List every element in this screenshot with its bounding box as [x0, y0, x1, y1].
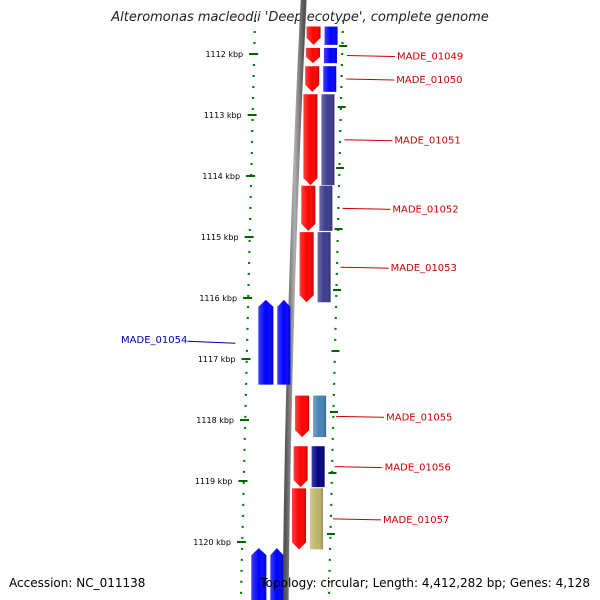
guide-right: [327, 19, 345, 596]
label-leader: [346, 55, 395, 58]
tick-label: 1120 kbp: [193, 538, 231, 547]
gene-labels: MADE_01049 MADE_01050 MADE_01051 MADE_01052…: [121, 52, 463, 526]
cog-box-shade: [317, 232, 331, 303]
kbp-scale: 1112 kbp 1113 kbp 1114 kbp 1115 kbp 1116 kbp…: [193, 45, 348, 547]
cog-box-shade: [323, 47, 337, 64]
gene-MADE_01055[interactable]: [295, 395, 327, 438]
label-leader: [334, 466, 383, 469]
accession-text: Accession: NC_011138: [9, 576, 146, 590]
gene-label[interactable]: MADE_01055: [386, 412, 452, 423]
cog-box-shade: [321, 94, 335, 186]
gene-arrow-shade: [299, 232, 314, 303]
tick-label: 1118 kbp: [196, 416, 234, 425]
tick-label: 1114 kbp: [202, 172, 240, 181]
cog-box-shade: [310, 488, 324, 550]
cog-box-shade: [323, 66, 337, 92]
gene-arrow-shade: [295, 395, 310, 438]
gene-MADE_01051[interactable]: [303, 94, 335, 186]
gene-arrow-shade: [301, 185, 316, 231]
gene-MADE_01049[interactable]: [305, 47, 337, 64]
dotted-guides: [239, 19, 345, 596]
gene-arrow-shade: [293, 446, 308, 488]
tick-label: 1113 kbp: [204, 111, 242, 120]
gene-MADE_01057[interactable]: [292, 488, 324, 550]
gene-label[interactable]: MADE_01054: [121, 335, 187, 346]
tick-label: 1116 kbp: [199, 294, 237, 303]
label-leader: [342, 207, 391, 210]
gene-arrow-shade: [303, 94, 318, 186]
cog-box-shade: [313, 395, 327, 438]
gene-arrow-shade: [305, 47, 320, 64]
gene-label[interactable]: MADE_01051: [394, 136, 460, 147]
tick-label: 1112 kbp: [205, 50, 243, 59]
gene-label[interactable]: MADE_01052: [392, 204, 458, 215]
label-leader: [340, 266, 389, 269]
label-leader: [336, 415, 385, 418]
gene-MADE_01056[interactable]: [293, 446, 325, 488]
label-leader: [346, 78, 395, 81]
gene-arrow-shade: [270, 548, 284, 600]
gene-label[interactable]: MADE_01049: [397, 52, 463, 63]
gene-arrow-shade: [277, 299, 291, 385]
gene-label[interactable]: MADE_01057: [383, 515, 449, 526]
cog-box-shade: [324, 26, 338, 45]
gene-arrow-shade: [292, 488, 307, 550]
topology-text: Topology: circular; Length: 4,412,282 bp…: [260, 576, 590, 590]
gene-label[interactable]: MADE_01053: [391, 263, 457, 274]
cog-box-shade: [311, 446, 325, 488]
gene-MADE_01053[interactable]: [299, 232, 331, 303]
gene-arrow-shade: [306, 26, 321, 45]
gene-arrow-shade: [251, 548, 267, 600]
label-leader: [187, 340, 236, 344]
gene-arrow-shade: [305, 66, 320, 92]
gene-partial-10[interactable]: [251, 548, 284, 600]
gene-MADE_01050[interactable]: [305, 66, 337, 92]
gene-partial-0[interactable]: [306, 26, 338, 45]
gene-arrow-shade: [258, 299, 274, 385]
guide-left: [239, 19, 257, 596]
gene-MADE_01054[interactable]: [258, 299, 291, 385]
label-leader: [344, 139, 393, 142]
gene-label[interactable]: MADE_01056: [385, 463, 451, 474]
label-leader: [333, 518, 382, 521]
tick-label: 1119 kbp: [195, 477, 233, 486]
genome-backbone: [282, 0, 307, 600]
tick-label: 1115 kbp: [201, 233, 239, 242]
gene-label[interactable]: MADE_01050: [396, 75, 462, 86]
gene-MADE_01052[interactable]: [301, 185, 333, 231]
cog-box-shade: [319, 185, 333, 231]
tick-label: 1117 kbp: [198, 355, 236, 364]
gene-track: [251, 26, 338, 600]
backbone-line: [282, 0, 307, 600]
